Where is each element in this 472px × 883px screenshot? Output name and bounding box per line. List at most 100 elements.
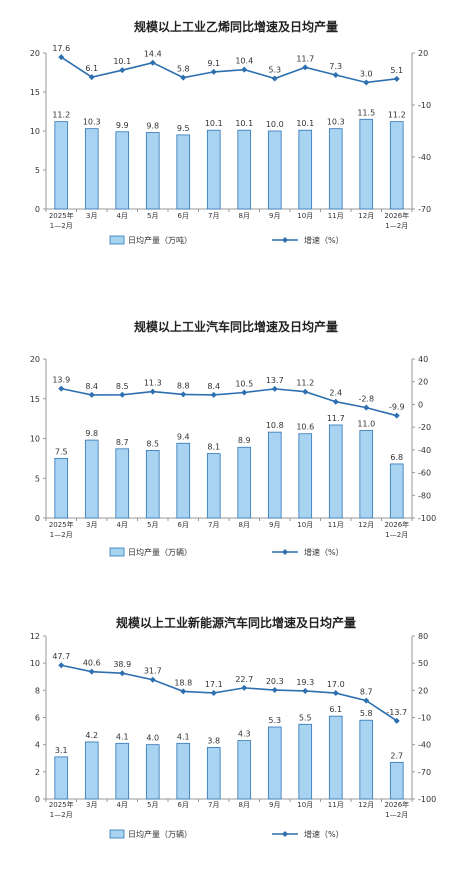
bar: [237, 740, 252, 800]
bar: [115, 448, 130, 519]
bar: [84, 128, 99, 210]
line-point: [302, 388, 309, 395]
bar-value-label: 4.2: [85, 731, 98, 740]
y-right-tick-label: 50: [418, 659, 428, 668]
y-left-tick-label: 10: [30, 127, 40, 136]
x-tick-label: 10月: [297, 801, 313, 809]
x-tick-label: 11月: [328, 801, 344, 809]
bar: [298, 129, 313, 210]
y-left-tick-label: 10: [30, 659, 40, 668]
bar-value-label: 11.2: [52, 111, 70, 120]
line-value-label: 5.1: [390, 66, 403, 75]
bar-value-label: 4.1: [116, 732, 129, 741]
ethylene-chart: 规模以上工业乙烯同比增速及日均产量 0 5 10 15 20 -70 -40 -10 20 202…: [0, 0, 472, 280]
bar-value-label: 3.8: [207, 736, 220, 745]
bar: [145, 744, 160, 800]
bar-value-label: 10.1: [235, 119, 253, 128]
bar-value-label: 11.7: [327, 414, 345, 423]
line-value-label: 22.7: [235, 675, 253, 684]
bar-value-label: 5.3: [268, 716, 281, 725]
line-value-label: 8.4: [85, 382, 98, 391]
line-value-label: 19.3: [296, 678, 314, 687]
line-value-label: 31.7: [144, 667, 162, 676]
line-point: [271, 385, 278, 392]
x-tick-label: 5月: [147, 521, 158, 529]
bar: [267, 726, 282, 800]
y-right-tick-label: -40: [418, 446, 431, 455]
line-value-label: 6.1: [85, 64, 98, 73]
x-tick-label: 11月: [328, 521, 344, 529]
x-tick-label: 1—2月: [50, 222, 73, 230]
line-point: [393, 75, 400, 82]
x-tick-label: 8月: [239, 521, 250, 529]
x-tick-label: 2025年: [49, 800, 74, 809]
y-right-tick-label: -20: [418, 423, 431, 432]
line-value-label: 5.8: [177, 65, 190, 74]
x-tick-label: 10月: [297, 212, 313, 220]
bar: [115, 742, 130, 800]
legend-line-marker: [282, 831, 288, 837]
line-point: [88, 391, 95, 398]
y-left-tick-label: 5: [35, 474, 40, 483]
y-right-tick-label: -70: [418, 205, 431, 214]
bar: [176, 442, 191, 519]
bar-value-label: 4.3: [238, 730, 251, 739]
line-value-label: 17.0: [327, 680, 345, 689]
x-tick-label: 6月: [178, 521, 189, 529]
y-right-tick-label: 20: [418, 378, 428, 387]
x-tick-label: 7月: [208, 801, 219, 809]
bar-value-label: 10.3: [327, 118, 345, 127]
line-point: [88, 668, 95, 675]
line-point: [58, 662, 65, 669]
bar-value-label: 10.0: [266, 120, 284, 129]
y-right-tick-label: 80: [418, 632, 428, 641]
y-right-tick-label: -10: [418, 714, 431, 723]
bar-value-label: 9.8: [146, 122, 159, 131]
bar: [359, 118, 374, 210]
bar-value-label: 10.1: [296, 119, 314, 128]
y-right-tick-label: 0: [418, 400, 423, 409]
bar: [328, 424, 343, 519]
line-point: [271, 75, 278, 82]
chart-title: 规模以上工业汽车同比增速及日均产量: [133, 320, 338, 334]
bar: [237, 446, 252, 519]
legend-line-marker: [282, 549, 288, 555]
bar-value-label: 10.3: [83, 118, 101, 127]
x-tick-label: 3月: [86, 801, 97, 809]
y-left-tick-label: 0: [35, 795, 40, 804]
x-tick-label: 9月: [269, 521, 280, 529]
legend-line-label: 增速（%）: [304, 547, 344, 557]
x-tick-label: 4月: [117, 801, 128, 809]
bar-value-label: 7.5: [55, 447, 68, 456]
bar-value-label: 4.1: [177, 732, 190, 741]
legend-bar-swatch: [109, 547, 125, 557]
x-tick-label: 1—2月: [50, 811, 73, 819]
line-value-label: -2.8: [358, 395, 374, 404]
y-right-tick-label: -100: [418, 514, 436, 523]
growth-line: [60, 56, 397, 84]
bar: [237, 129, 252, 210]
y-left-tick-label: 0: [35, 514, 40, 523]
legend-bar-label: 日均产量（万吨）: [128, 235, 192, 245]
bar: [328, 128, 343, 210]
line-point: [241, 66, 248, 73]
y-right-tick-label: 20: [418, 686, 428, 695]
line-value-label: 17.6: [52, 44, 70, 53]
y-left-tick-label: 5: [35, 166, 40, 175]
line-point: [180, 688, 187, 695]
y-right-tick-label: -80: [418, 491, 431, 500]
line-point: [241, 389, 248, 396]
y-left-tick-label: 15: [30, 88, 40, 97]
x-tick-label: 1—2月: [385, 811, 408, 819]
bar-value-label: 6.1: [329, 705, 342, 714]
x-tick-label: 12月: [358, 801, 374, 809]
x-tick-label: 7月: [208, 212, 219, 220]
x-tick-label: 3月: [86, 212, 97, 220]
line-value-label: 11.7: [296, 54, 314, 63]
y-right-tick-label: -40: [418, 153, 431, 162]
line-point: [149, 388, 156, 395]
bar: [267, 431, 282, 519]
bar-value-label: 4.0: [146, 734, 159, 743]
line-value-label: 13.7: [266, 376, 284, 385]
x-tick-label: 1—2月: [50, 531, 73, 539]
